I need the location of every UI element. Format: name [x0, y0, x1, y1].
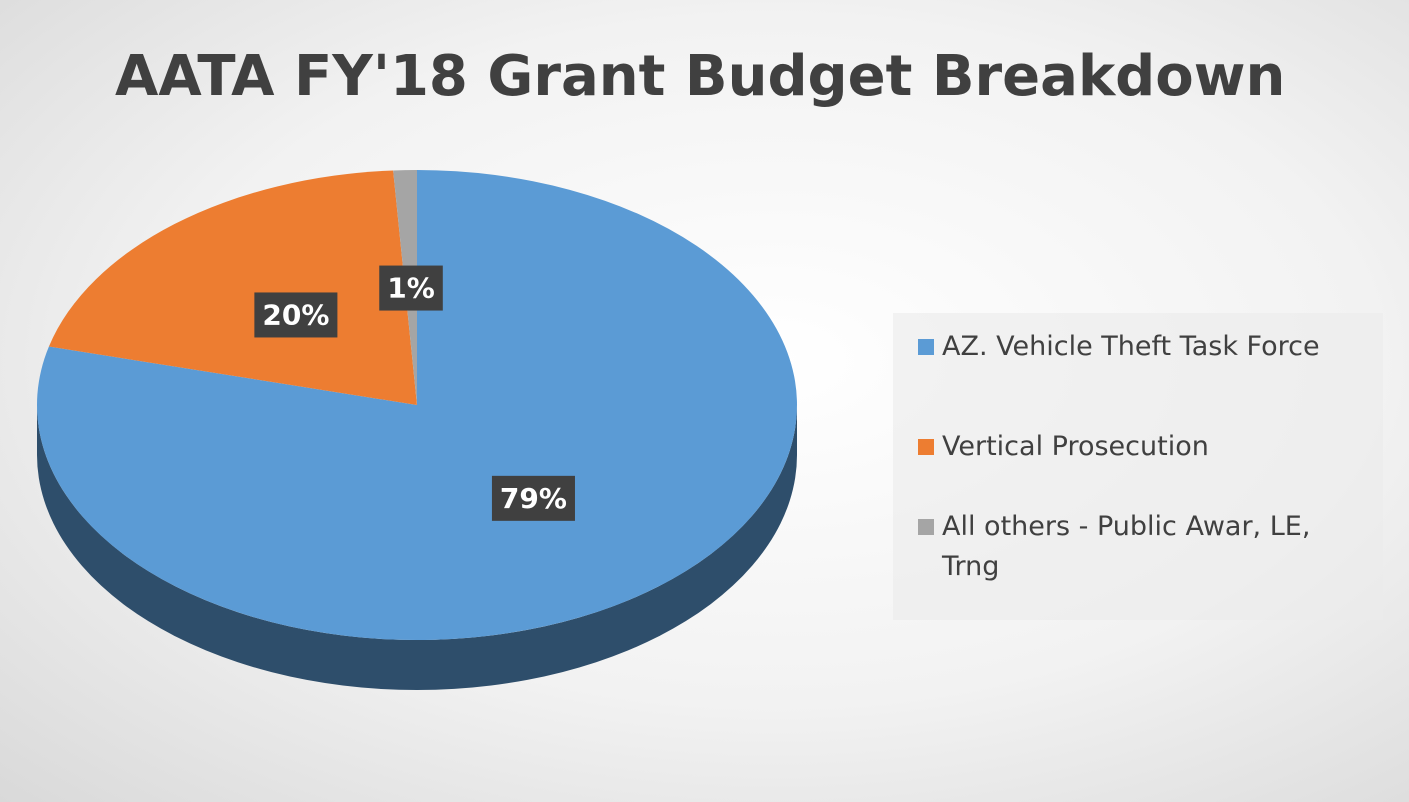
legend-label: All others - Public Awar, LE, Trng: [942, 511, 1311, 582]
legend-item: Vertical Prosecution: [918, 427, 1363, 467]
data-label: 20%: [254, 292, 338, 338]
slice: [48, 170, 417, 405]
legend-item: AZ. Vehicle Theft Task Force: [918, 327, 1363, 367]
legend-swatch: [918, 519, 934, 535]
legend: AZ. Vehicle Theft Task Force Vertical Pro…: [893, 313, 1383, 620]
data-label-text: 20%: [262, 298, 329, 331]
data-label: 1%: [379, 265, 443, 311]
chart-title: AATA FY'18 Grant Budget Breakdown: [115, 44, 1285, 109]
data-label-box: [491, 475, 575, 521]
legend-label: AZ. Vehicle Theft Task Force: [942, 331, 1320, 362]
data-label-text: 79%: [500, 482, 567, 515]
legend-swatch: [918, 339, 934, 355]
slice-side: [37, 405, 797, 690]
data-label-box: [379, 265, 443, 311]
data-label-text: 1%: [387, 272, 435, 305]
data-label-box: [254, 292, 338, 338]
legend-label: Vertical Prosecution: [942, 431, 1209, 462]
legend-swatch: [918, 439, 934, 455]
legend-item: All others - Public Awar, LE, Trng: [918, 507, 1363, 587]
data-label: 79%: [491, 475, 575, 521]
